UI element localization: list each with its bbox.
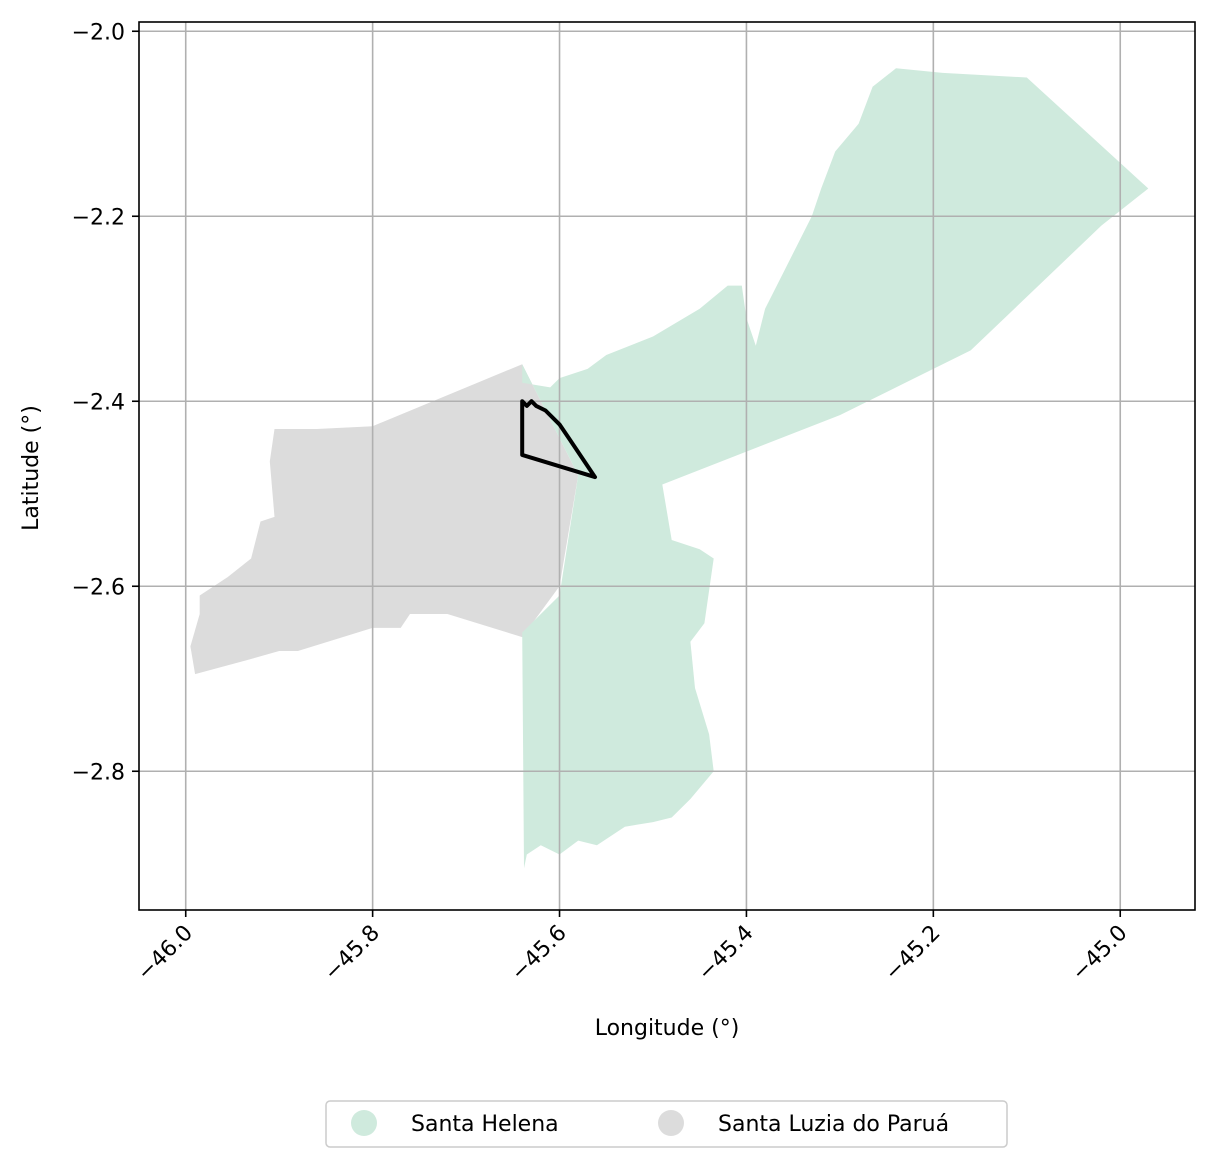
axes-frame: [138, 21, 1196, 911]
x-axis-label: Longitude (°): [595, 1016, 740, 1041]
y-axis-label: Latitude (°): [19, 405, 44, 531]
legend-marker-santa-luzia-do-parua: [658, 1110, 684, 1136]
highlight-outline: [520, 399, 597, 480]
legend-label-santa-helena: Santa Helena: [411, 1112, 559, 1137]
region-santa-luzia-do-parua: [190, 364, 579, 675]
y-tick-label: −2.6: [72, 575, 125, 600]
legend-marker-santa-helena: [351, 1110, 377, 1136]
legend-label-santa-luzia-do-parua: Santa Luzia do Paruá: [718, 1112, 949, 1137]
y-tick-label: −2.2: [72, 205, 125, 230]
region-santa-helena: [522, 68, 1149, 869]
outline-layer: [520, 399, 597, 480]
y-tick-label: −2.4: [72, 390, 125, 415]
y-tick-label: −2.0: [72, 20, 125, 45]
y-tick-label: −2.8: [72, 760, 125, 785]
regions-layer: [190, 68, 1149, 869]
grid-layer: [139, 22, 1195, 910]
legend: Santa Helena Santa Luzia do Paruá: [325, 1100, 1008, 1148]
